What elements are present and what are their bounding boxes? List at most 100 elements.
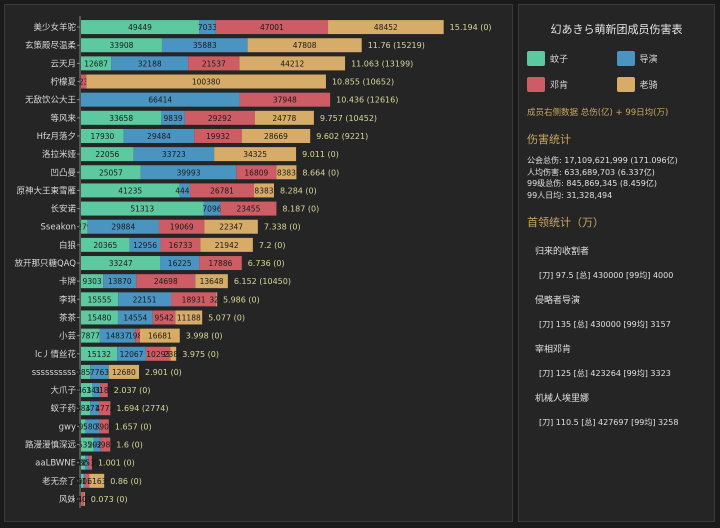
leader-name: 机械人埃里娜: [535, 394, 590, 404]
bar-segment: [81, 310, 118, 325]
bar-value-label: 20365: [93, 241, 117, 250]
damage-stats: 公会总伤: 17,109,621,999 (171.096亿) 人均伤害: 63…: [527, 155, 706, 201]
bar-segment: [184, 110, 255, 125]
bar-value-label: 21537: [202, 59, 226, 68]
bar-segment: [90, 401, 100, 416]
bar-value-label: 9839: [164, 114, 183, 123]
bar-value-label: 9303: [83, 277, 102, 286]
bar-value-label: 2928: [88, 441, 107, 450]
total-label: 9.602 (9221): [316, 132, 368, 141]
bar-value-label: 14554: [123, 313, 147, 322]
bar-segment: [81, 292, 119, 307]
bar-value-label: 13870: [108, 277, 132, 286]
bar-value-label: 16733: [169, 241, 193, 250]
category-label: 美少女羊驼: [33, 22, 76, 33]
bar-segment: [133, 147, 215, 162]
bar-segment: [195, 274, 228, 289]
bar-segment: [203, 201, 221, 216]
bar-segment: [100, 383, 108, 398]
bar-value-label: 41235: [118, 186, 142, 195]
legend-label: 导演: [639, 55, 658, 65]
bar-segment: [81, 20, 200, 35]
bar-value-label: 18931: [182, 295, 206, 304]
total-label: 6.152 (10450): [234, 277, 291, 286]
bar-value-label: 321: [209, 295, 224, 304]
total-label: 5.986 (0): [223, 295, 260, 304]
bar-segment: [179, 183, 191, 198]
bar-segment: [81, 219, 88, 234]
bar-segment: [239, 56, 346, 71]
bar-value-label: 17930: [90, 132, 114, 141]
category-label: 风妹: [59, 494, 77, 505]
damage-line: 公会总伤: 17,109,621,999 (171.096亿): [527, 156, 678, 165]
bar-segment: [160, 237, 201, 252]
damage-line: 人均伤害: 633,689,703 (6.337亿): [527, 167, 655, 177]
leader-entry: 侵略者导演 [刀] 135 [总] 430000 [99均] 3157: [527, 293, 706, 330]
bar-segment: [81, 183, 180, 198]
bar-segment: [81, 56, 112, 71]
bar-segment: [81, 346, 118, 361]
bar-value-label: 13648: [200, 277, 224, 286]
bar-value-label: 29884: [111, 223, 135, 232]
bar-segment: [190, 183, 254, 198]
leader-name: 侵略者导演: [535, 296, 581, 306]
bar-segment: [160, 256, 200, 271]
bar-value-label: 15480: [88, 313, 112, 322]
leader-entry: 机械人埃里娜 [刀] 110.5 [总] 427697 [99均] 3258: [527, 391, 706, 428]
bar-segment: [81, 147, 134, 162]
bar-segment: [83, 473, 85, 488]
bar-value-label: 1531: [81, 459, 100, 468]
bar-value-label: 2384: [164, 350, 183, 359]
bar-segment: [81, 92, 240, 107]
bar-segment: [161, 38, 248, 53]
total-label: 1.001 (0): [98, 459, 135, 468]
bar-segment: [204, 219, 258, 234]
bar-segment: [152, 310, 176, 325]
panel-title: 幻あきら萌新团成员伤害表: [550, 23, 683, 36]
bar-segment: [199, 256, 242, 271]
bar-segment: [111, 56, 189, 71]
bar-value-label: 17886: [209, 259, 233, 268]
bar-segment: [145, 346, 171, 361]
bar-value-label: 3713: [85, 404, 104, 413]
bar-value-label: 12687: [84, 59, 108, 68]
category-label: gwy: [59, 422, 76, 432]
bar-value-label: 22056: [95, 150, 119, 159]
leader-name: 宰相邓肯: [535, 345, 572, 355]
total-label: 15.194 (0): [450, 23, 492, 32]
category-label: 洛拉米娅: [42, 149, 77, 160]
bar-segment: [99, 328, 136, 343]
bar-value-label: 1247: [77, 459, 96, 468]
legend-swatch: [616, 77, 635, 92]
bar-segment: [81, 383, 93, 398]
leader-name: 归来的收割者: [535, 247, 590, 257]
bar-segment: [81, 401, 91, 416]
bar-value-label: 33247: [109, 259, 133, 268]
bar-value-label: 3183: [94, 386, 113, 395]
total-label: 11.063 (13199): [351, 59, 413, 68]
category-label: 李琪: [59, 294, 77, 305]
total-label: 5.077 (0): [208, 313, 245, 322]
bar-segment: [87, 219, 159, 234]
bar-segment: [158, 219, 205, 234]
stacked-bar-chart: 美少女羊驼 49449 7033 47001 48452 15.194 (0) 玄策殿尽温柔…: [14, 16, 492, 509]
bar-segment: [241, 128, 311, 143]
bar-value-label: 21942: [215, 241, 239, 250]
total-label: 8.284 (0): [280, 186, 317, 195]
bar-segment: [118, 292, 172, 307]
category-label: lc丿情丝花: [35, 349, 77, 360]
bar-segment: [254, 110, 314, 125]
category-label: 大爪子: [50, 385, 76, 396]
bar-value-label: 33658: [109, 114, 133, 123]
total-label: 3.975 (0): [182, 350, 219, 359]
bar-segment: [188, 56, 240, 71]
bar-value-label: 2020: [78, 477, 97, 486]
bar-value-label: 15132: [87, 350, 111, 359]
category-label: 云天月: [50, 59, 76, 69]
bar-value-label: 66414: [148, 96, 172, 105]
bar-value-label: 44212: [280, 59, 304, 68]
bar-value-label: 4444: [175, 186, 194, 195]
bar-value-label: 14837: [106, 332, 130, 341]
bar-value-label: 403: [77, 495, 92, 504]
bar-value-label: 16681: [148, 332, 172, 341]
